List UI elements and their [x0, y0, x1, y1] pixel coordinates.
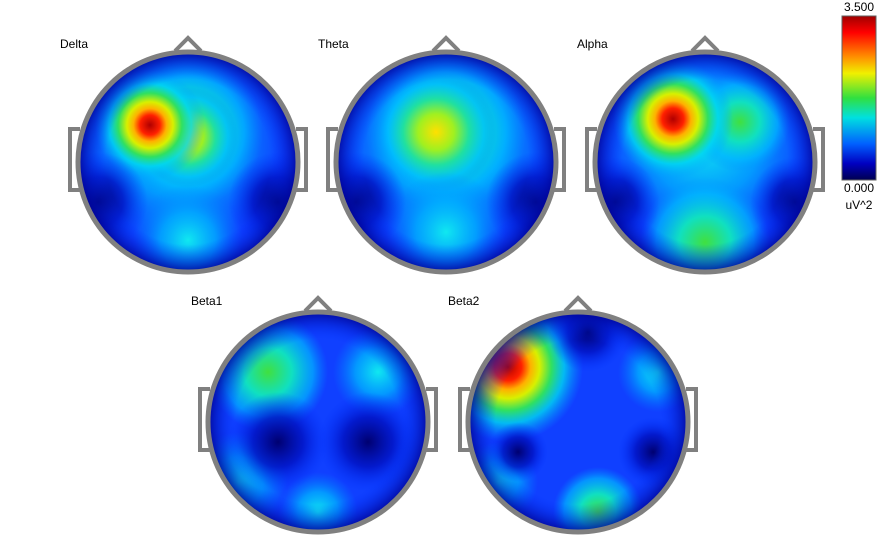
- scale-max: 3.500: [844, 0, 874, 14]
- map-label: Beta1: [191, 294, 223, 308]
- head-map: [458, 295, 698, 535]
- head-outline: [205, 309, 431, 535]
- head-outline: [465, 309, 691, 535]
- head-outline: [592, 49, 818, 275]
- field-edge: [595, 52, 815, 272]
- field-edge: [336, 52, 556, 272]
- scalp-field: [208, 312, 428, 532]
- scalp-field: [595, 52, 815, 272]
- right-ear: [296, 127, 308, 192]
- scalp-field: [468, 312, 688, 532]
- scalp-field: [336, 52, 556, 272]
- map-label: Theta: [318, 37, 349, 51]
- left-ear: [68, 127, 80, 192]
- nose: [173, 35, 203, 53]
- left-ear: [326, 127, 338, 192]
- left-ear: [458, 387, 470, 452]
- scale-min: 0.000: [844, 181, 874, 195]
- nose: [431, 35, 461, 53]
- head-map: [198, 295, 438, 535]
- right-ear: [686, 387, 698, 452]
- field-edge: [468, 312, 688, 532]
- right-ear: [426, 387, 438, 452]
- head-map: [326, 35, 566, 275]
- head-map: [585, 35, 825, 275]
- right-ear: [554, 127, 566, 192]
- color-scale: [841, 15, 877, 181]
- nose: [303, 295, 333, 313]
- nose: [690, 35, 720, 53]
- nose: [563, 295, 593, 313]
- field-edge: [78, 52, 298, 272]
- scale-unit: uV^2: [846, 198, 873, 212]
- scalp-field: [78, 52, 298, 272]
- head-map: [68, 35, 308, 275]
- map-label: Delta: [60, 37, 88, 51]
- left-ear: [585, 127, 597, 192]
- head-outline: [75, 49, 301, 275]
- left-ear: [198, 387, 210, 452]
- head-outline: [333, 49, 559, 275]
- field-edge: [208, 312, 428, 532]
- map-label: Beta2: [448, 294, 480, 308]
- right-ear: [813, 127, 825, 192]
- map-label: Alpha: [577, 37, 608, 51]
